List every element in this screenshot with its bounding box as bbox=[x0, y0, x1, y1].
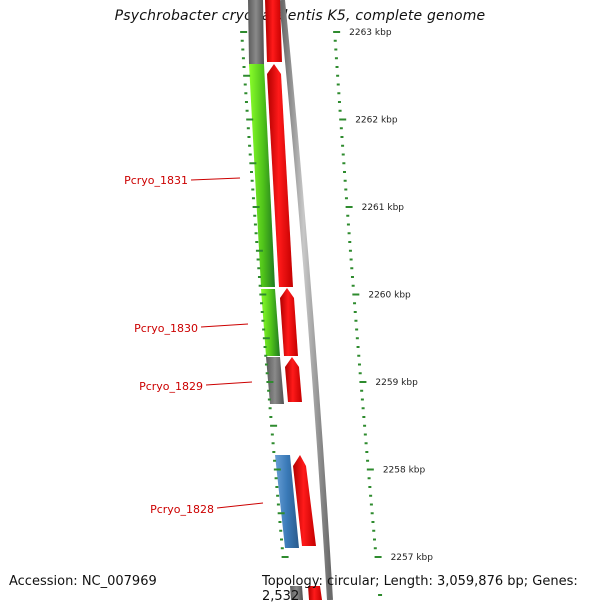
gene-label-leader bbox=[190, 177, 241, 181]
scale-tick-label: 2259 kbp bbox=[375, 378, 418, 388]
map-title: Psychrobacter cryohalolentis K5, complet… bbox=[114, 8, 486, 24]
scale-tick-label: 2263 kbp bbox=[349, 28, 392, 38]
reverse-gene-gray-bottom bbox=[290, 586, 303, 600]
gene-label-leader bbox=[205, 381, 253, 386]
forward-cds-pcryo-1830 bbox=[280, 288, 298, 356]
forward-cds-pcryo-1828 bbox=[293, 455, 316, 546]
scale-tick-label: 2258 kbp bbox=[383, 466, 426, 476]
forward-cds-top bbox=[265, 0, 282, 62]
scale-tick-label: 2257 kbp bbox=[391, 553, 434, 563]
scale-tick-label: 2262 kbp bbox=[355, 116, 398, 126]
inner-tick-track bbox=[240, 31, 289, 558]
gene-label-group: Pcryo_1831 Pcryo_1830 Pcryo_1829 Pcryo_1828 bbox=[124, 174, 264, 516]
forward-cds-pcryo-1829 bbox=[285, 357, 302, 402]
gene-label-leader bbox=[200, 323, 249, 328]
reverse-cds-pcryo-1830 bbox=[261, 289, 280, 356]
backbone-arc bbox=[279, 0, 333, 600]
scale-tick-label: 2260 kbp bbox=[368, 291, 411, 301]
gene-label-leader bbox=[216, 502, 264, 509]
accession-text: Accession: NC_007969 bbox=[9, 574, 157, 589]
reverse-gene-pcryo-1828 bbox=[275, 455, 299, 548]
scale-tick-label: 2261 kbp bbox=[362, 203, 405, 213]
gene-label[interactable]: Pcryo_1831 bbox=[124, 174, 188, 187]
scale-tick-track: 2263 kbp 2262 kbp 2261 kbp 2260 kbp 2259 kbp… bbox=[333, 28, 434, 596]
reverse-cds-pcryo-1831 bbox=[249, 64, 275, 287]
reverse-gene-pcryo-1829 bbox=[266, 357, 284, 404]
gene-label[interactable]: Pcryo_1828 bbox=[150, 503, 214, 516]
reverse-gene-gray-top bbox=[248, 0, 264, 64]
forward-cds-bottom bbox=[308, 586, 322, 600]
forward-cds-pcryo-1831 bbox=[267, 64, 293, 287]
gene-label[interactable]: Pcryo_1829 bbox=[139, 380, 203, 393]
gene-label[interactable]: Pcryo_1830 bbox=[134, 322, 198, 335]
